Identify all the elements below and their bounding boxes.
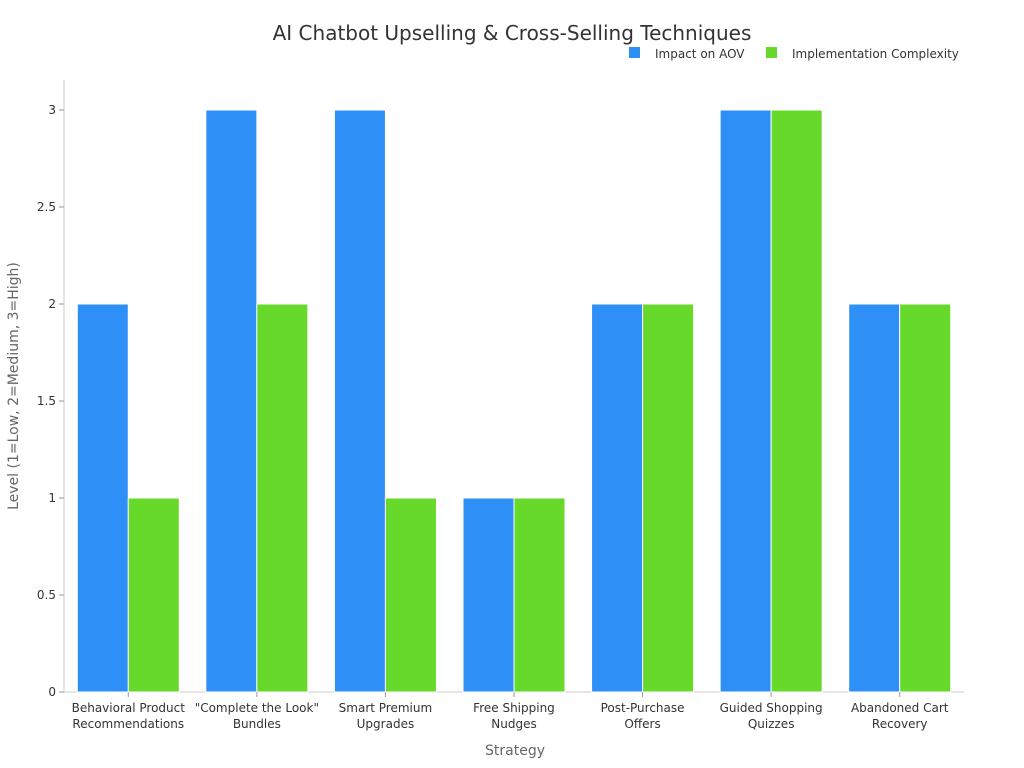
y-tick-label: 2	[48, 297, 56, 311]
bar-impact	[848, 303, 901, 693]
bar-impact	[333, 109, 386, 693]
bar-complexity	[256, 303, 309, 693]
x-ticks: Behavioral Product Recommendations "Comple…	[72, 692, 949, 731]
x-tick-label-line: Upgrades	[357, 717, 415, 731]
bar-complexity	[513, 497, 566, 693]
x-tick-label: Guided Shopping Quizzes	[720, 701, 823, 731]
x-tick-label-line: Post-Purchase	[601, 701, 685, 715]
x-tick-label-line: Guided Shopping	[720, 701, 823, 715]
x-tick-label: Post-Purchase Offers	[601, 701, 685, 731]
y-tick-label: 1	[48, 491, 56, 505]
bar-complexity	[127, 497, 180, 693]
bars	[76, 109, 952, 693]
chart-title: AI Chatbot Upselling & Cross-Selling Tec…	[273, 21, 752, 45]
legend-swatch-impact	[629, 47, 640, 58]
legend-label-impact: Impact on AOV	[655, 47, 745, 61]
x-tick-label-line: Quizzes	[748, 717, 795, 731]
x-axis-label: Strategy	[485, 743, 545, 759]
bar-impact	[719, 109, 772, 693]
legend: Impact on AOV Implementation Complexity	[629, 47, 959, 61]
bar-complexity	[770, 109, 823, 693]
bar-impact	[205, 109, 258, 693]
y-tick-label: 3	[48, 103, 56, 117]
bar-complexity	[899, 303, 952, 693]
x-tick-label-line: Behavioral Product	[72, 701, 186, 715]
x-tick-label-line: Nudges	[491, 717, 536, 731]
x-tick-label: "Complete the Look" Bundles	[195, 701, 319, 731]
bar-complexity	[642, 303, 695, 693]
bar-impact	[591, 303, 644, 693]
x-tick-label-line: "Complete the Look"	[195, 701, 319, 715]
x-tick-label: Abandoned Cart Recovery	[851, 701, 949, 731]
x-tick-label: Free Shipping Nudges	[473, 701, 555, 731]
x-tick-label-line: Offers	[624, 717, 660, 731]
bar-complexity	[384, 497, 437, 693]
legend-label-complexity: Implementation Complexity	[792, 47, 959, 61]
y-tick-label: 0	[48, 685, 56, 699]
y-tick-label: 0.5	[37, 588, 56, 602]
x-tick-label-line: Recovery	[872, 717, 928, 731]
x-tick-label-line: Bundles	[233, 717, 281, 731]
x-tick-label-line: Smart Premium	[339, 701, 433, 715]
y-tick-label: 1.5	[37, 394, 56, 408]
legend-swatch-complexity	[766, 47, 777, 58]
y-axis-label: Level (1=Low, 2=Medium, 3=High)	[6, 262, 22, 510]
x-tick-label-line: Recommendations	[72, 717, 184, 731]
y-tick-label: 2.5	[37, 200, 56, 214]
bar-impact	[462, 497, 515, 693]
y-ticks: 0 0.5 1 1.5 2 2.5 3	[37, 103, 64, 699]
bar-impact	[76, 303, 129, 693]
x-tick-label: Smart Premium Upgrades	[339, 701, 433, 731]
x-tick-label-line: Free Shipping	[473, 701, 555, 715]
x-tick-label: Behavioral Product Recommendations	[72, 701, 186, 731]
x-tick-label-line: Abandoned Cart	[851, 701, 949, 715]
